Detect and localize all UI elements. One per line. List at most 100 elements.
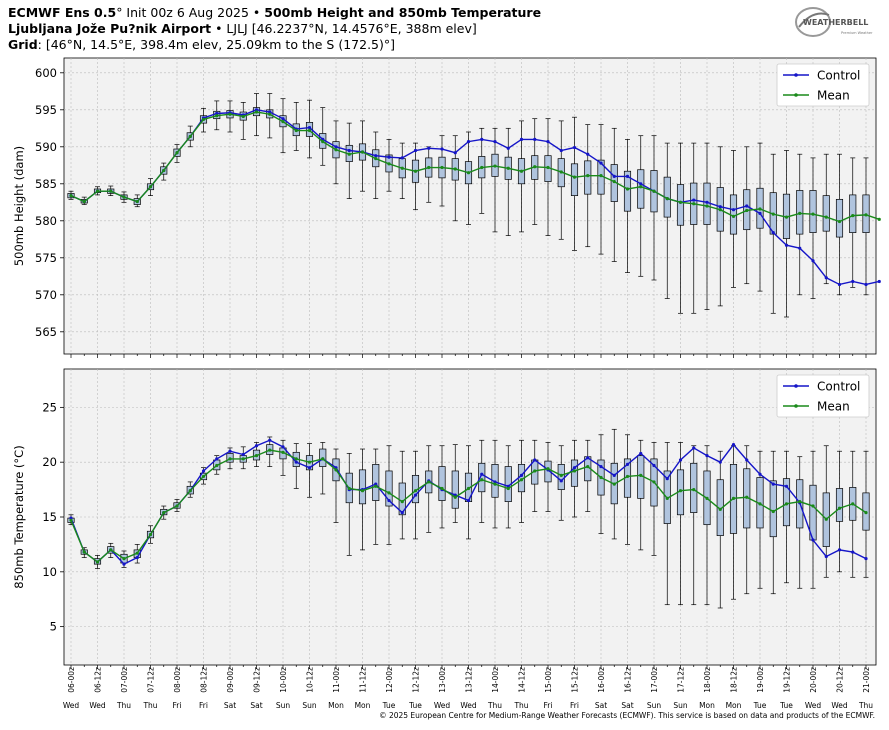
x-day-label: Thu	[487, 701, 502, 710]
y-tick-label: 575	[35, 251, 57, 265]
control-point	[400, 511, 404, 515]
box	[411, 159, 420, 183]
legend-box	[776, 63, 870, 107]
mean-point	[625, 474, 630, 479]
control-point	[334, 466, 338, 470]
box	[438, 466, 446, 501]
grid-line: Grid: [46°N, 14.5°E, 398.4m elev, 25.09k…	[8, 37, 395, 52]
mean-point	[639, 473, 643, 477]
control-line	[70, 109, 880, 286]
mean-point	[771, 212, 775, 216]
box	[226, 453, 234, 463]
box	[173, 502, 181, 509]
control-point	[122, 562, 126, 566]
x-tick-label: 16-12z	[624, 667, 633, 693]
y-tick-label: 25	[42, 400, 57, 414]
control-point	[612, 473, 616, 477]
box	[385, 154, 393, 173]
box	[358, 469, 367, 505]
box	[120, 194, 128, 200]
control-point	[347, 148, 351, 153]
control-point	[572, 145, 577, 150]
box	[862, 194, 870, 233]
box	[769, 192, 777, 235]
control-point	[109, 189, 113, 193]
control-point	[413, 493, 418, 497]
x-tick-label: 12-00z	[385, 667, 394, 693]
legend: Control Mean	[776, 374, 870, 418]
x-tick-label: 20-12z	[836, 667, 845, 693]
legend-marker	[794, 93, 798, 97]
mean-point	[731, 496, 736, 500]
control-point	[453, 493, 457, 497]
control-point	[360, 487, 365, 492]
box	[835, 488, 844, 522]
mean-point	[440, 486, 444, 491]
station-line: Ljubljana Jože Pu?nik Airport • LJLJ [46…	[8, 21, 477, 36]
mean-point	[692, 487, 696, 492]
control-point	[95, 560, 100, 564]
mean-point	[586, 174, 590, 178]
box	[292, 123, 300, 137]
control-point	[347, 487, 351, 492]
box	[80, 549, 88, 555]
control-point	[493, 480, 497, 484]
box	[756, 477, 764, 529]
control-point	[586, 152, 590, 156]
control-point	[639, 451, 643, 456]
control-point	[241, 113, 245, 117]
mean-point	[321, 140, 325, 144]
mean-point	[294, 457, 298, 461]
x-day-label: Thu	[513, 701, 528, 710]
box	[835, 198, 844, 238]
control-point	[745, 204, 749, 208]
box	[663, 470, 671, 524]
box	[358, 143, 367, 161]
box	[716, 187, 724, 232]
control-point	[400, 156, 404, 160]
x-day-label: Thu	[142, 701, 157, 710]
control-line	[70, 439, 867, 566]
control-point	[771, 482, 775, 486]
control-point	[811, 259, 815, 263]
y-tick-label: 570	[35, 288, 57, 302]
control-point	[519, 473, 524, 477]
box	[544, 460, 552, 483]
control-point	[493, 140, 497, 144]
mean-point	[82, 550, 86, 554]
box	[451, 470, 459, 509]
x-day-label: Wed	[434, 701, 451, 710]
box	[491, 153, 499, 177]
box	[822, 492, 830, 547]
box	[199, 472, 208, 481]
control-point	[652, 463, 656, 468]
y-tick-label: 600	[35, 66, 57, 80]
y-tick-label: 595	[35, 103, 57, 117]
y-tick-label: 590	[35, 140, 57, 154]
mean-line	[70, 111, 880, 223]
mean-point	[360, 150, 365, 154]
svg-text:WEATHERBELL: WEATHERBELL	[803, 18, 868, 27]
control-point	[586, 456, 590, 460]
box	[663, 176, 671, 218]
mean-point	[228, 112, 232, 116]
box	[610, 164, 618, 202]
box	[160, 508, 168, 516]
control-point	[387, 498, 391, 503]
x-tick-label: 15-12z	[571, 667, 580, 693]
control-point	[307, 125, 312, 130]
box	[292, 451, 300, 467]
y-axis-label: 850mb Temperature (°C)	[12, 445, 26, 588]
mean-point	[572, 175, 577, 179]
mean-point	[546, 467, 550, 471]
control-point	[82, 550, 86, 554]
x-day-label: Tue	[753, 701, 767, 710]
box	[146, 530, 155, 539]
mean-point	[652, 480, 656, 484]
legend: Control Mean	[776, 63, 870, 107]
box	[199, 115, 208, 124]
mean-point	[493, 482, 497, 486]
mean-point	[201, 474, 206, 479]
box	[809, 190, 817, 233]
mean-point	[480, 478, 484, 482]
